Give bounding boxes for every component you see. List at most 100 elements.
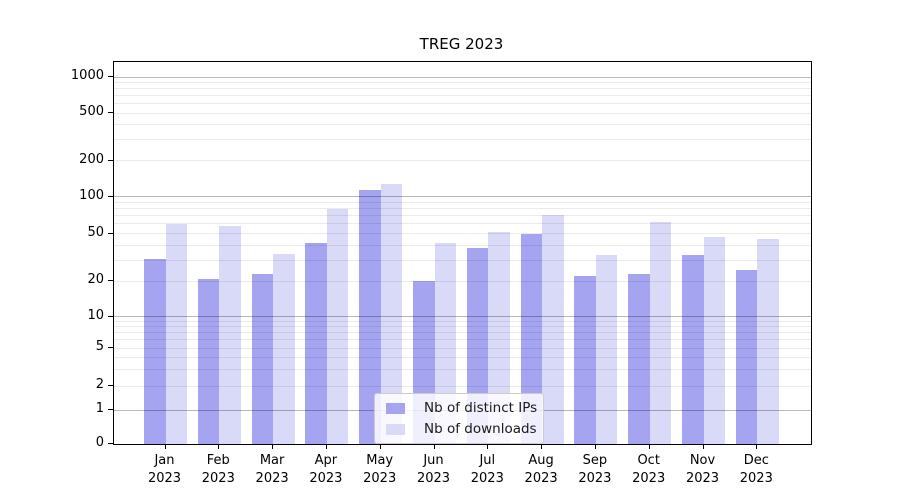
x-tick-label: May 2023 — [363, 453, 397, 486]
y-tick-label: 1000 — [70, 68, 104, 83]
gridline-minor — [114, 201, 811, 203]
x-tick-mark — [702, 444, 704, 449]
bar-downloads — [165, 223, 187, 444]
bar-downloads — [542, 214, 564, 444]
gridline-minor — [114, 223, 811, 225]
legend-label: Nb of distinct IPs — [424, 400, 538, 416]
x-tick-label: Jan 2023 — [147, 453, 182, 486]
gridline-minor — [114, 95, 811, 97]
x-tick-mark — [218, 444, 220, 449]
gridline-minor — [114, 385, 811, 387]
x-tick-mark — [272, 444, 274, 449]
legend-swatch-icon — [386, 402, 405, 414]
bar-downloads — [595, 255, 618, 444]
gridline-minor — [114, 208, 811, 210]
legend-swatch-icon — [386, 423, 405, 435]
bar-downloads — [380, 183, 403, 444]
gridline-minor — [114, 82, 811, 83]
y-tick-label: 20 — [87, 272, 104, 288]
bar-distinct-ips — [682, 255, 704, 444]
bar-downloads — [326, 209, 349, 444]
chart-title: TREG 2023 — [419, 35, 504, 53]
gridline-minor — [114, 215, 811, 217]
y-tick-label: 100 — [79, 187, 104, 203]
x-tick-mark — [379, 444, 381, 449]
bar-downloads — [273, 253, 295, 444]
gridline-minor — [114, 356, 811, 358]
y-tick-label: 200 — [79, 151, 104, 167]
gridline-minor — [114, 259, 811, 261]
y-tick-mark — [108, 195, 113, 197]
y-tick-label: 1 — [95, 401, 104, 416]
gridline-minor — [114, 160, 811, 162]
x-tick-label: Dec 2023 — [739, 453, 773, 486]
y-tick-label: 2 — [95, 377, 104, 392]
x-tick-mark — [648, 444, 650, 449]
x-tick-label: Apr 2023 — [309, 453, 343, 486]
plot-area: Nb of distinct IPs Nb of downloads — [113, 61, 812, 445]
gridline-minor — [114, 88, 811, 90]
x-tick-mark — [756, 444, 758, 449]
legend-entry-downloads: Nb of downloads — [386, 421, 537, 437]
bar-distinct-ips — [735, 269, 758, 444]
legend-entry-distinct-ips: Nb of distinct IPs — [386, 400, 538, 416]
x-tick-mark — [541, 444, 543, 449]
bar-downloads — [649, 222, 672, 444]
x-tick-label: Feb 2023 — [201, 453, 235, 486]
y-tick-label: 0 — [95, 435, 104, 450]
bar-distinct-ips — [197, 278, 220, 444]
bar-distinct-ips — [574, 276, 596, 444]
legend: Nb of distinct IPs Nb of downloads — [374, 393, 544, 444]
gridline-minor — [114, 139, 811, 141]
y-tick-mark — [108, 347, 113, 348]
y-tick-mark — [108, 409, 113, 410]
gridline-minor — [114, 347, 811, 349]
bar-downloads — [703, 236, 725, 444]
x-tick-label: Jun 2023 — [416, 453, 451, 486]
y-tick-label: 50 — [87, 224, 104, 240]
x-tick-label: Aug 2023 — [524, 453, 558, 486]
bar-distinct-ips — [305, 242, 327, 444]
gridline-minor — [114, 339, 811, 341]
bar-downloads — [219, 225, 241, 444]
bar-distinct-ips — [520, 233, 543, 444]
legend-label: Nb of downloads — [424, 421, 537, 437]
x-tick-label: Sep 2023 — [578, 453, 612, 486]
gridline-minor — [114, 280, 811, 282]
y-tick-mark — [108, 315, 113, 317]
gridline-minor — [114, 244, 811, 246]
gridline-minor — [114, 233, 811, 235]
y-tick-mark — [108, 385, 113, 386]
x-tick-label: Nov 2023 — [685, 453, 720, 486]
bar-distinct-ips — [628, 274, 650, 444]
grid-layer — [114, 62, 811, 444]
y-tick-mark — [108, 232, 113, 234]
bar-downloads — [757, 239, 779, 444]
x-tick-label: Mar 2023 — [255, 453, 289, 486]
y-tick-label: 500 — [79, 104, 104, 120]
x-tick-mark — [325, 444, 327, 449]
gridline-major — [114, 76, 811, 78]
gridline-major — [114, 196, 811, 198]
x-tick-mark — [164, 444, 166, 449]
gridline-minor — [114, 332, 811, 334]
x-tick-mark — [433, 444, 435, 449]
bar-distinct-ips — [359, 189, 381, 444]
x-tick-mark — [594, 444, 596, 449]
y-tick-label: 5 — [95, 339, 104, 354]
gridline-minor — [114, 103, 811, 105]
gridline-minor — [114, 326, 811, 328]
gridline-minor — [114, 124, 811, 126]
gridline-minor — [114, 112, 811, 114]
y-tick-mark — [108, 280, 113, 282]
x-tick-label: Oct 2023 — [632, 453, 666, 486]
gridline-major — [114, 316, 811, 318]
y-tick-mark — [108, 112, 113, 114]
y-tick-mark — [108, 159, 113, 161]
y-tick-mark — [108, 76, 113, 77]
gridline-minor — [114, 321, 811, 323]
bar-downloads — [488, 232, 510, 444]
gridline-minor — [114, 368, 811, 370]
x-tick-label: Jul 2023 — [470, 453, 504, 486]
